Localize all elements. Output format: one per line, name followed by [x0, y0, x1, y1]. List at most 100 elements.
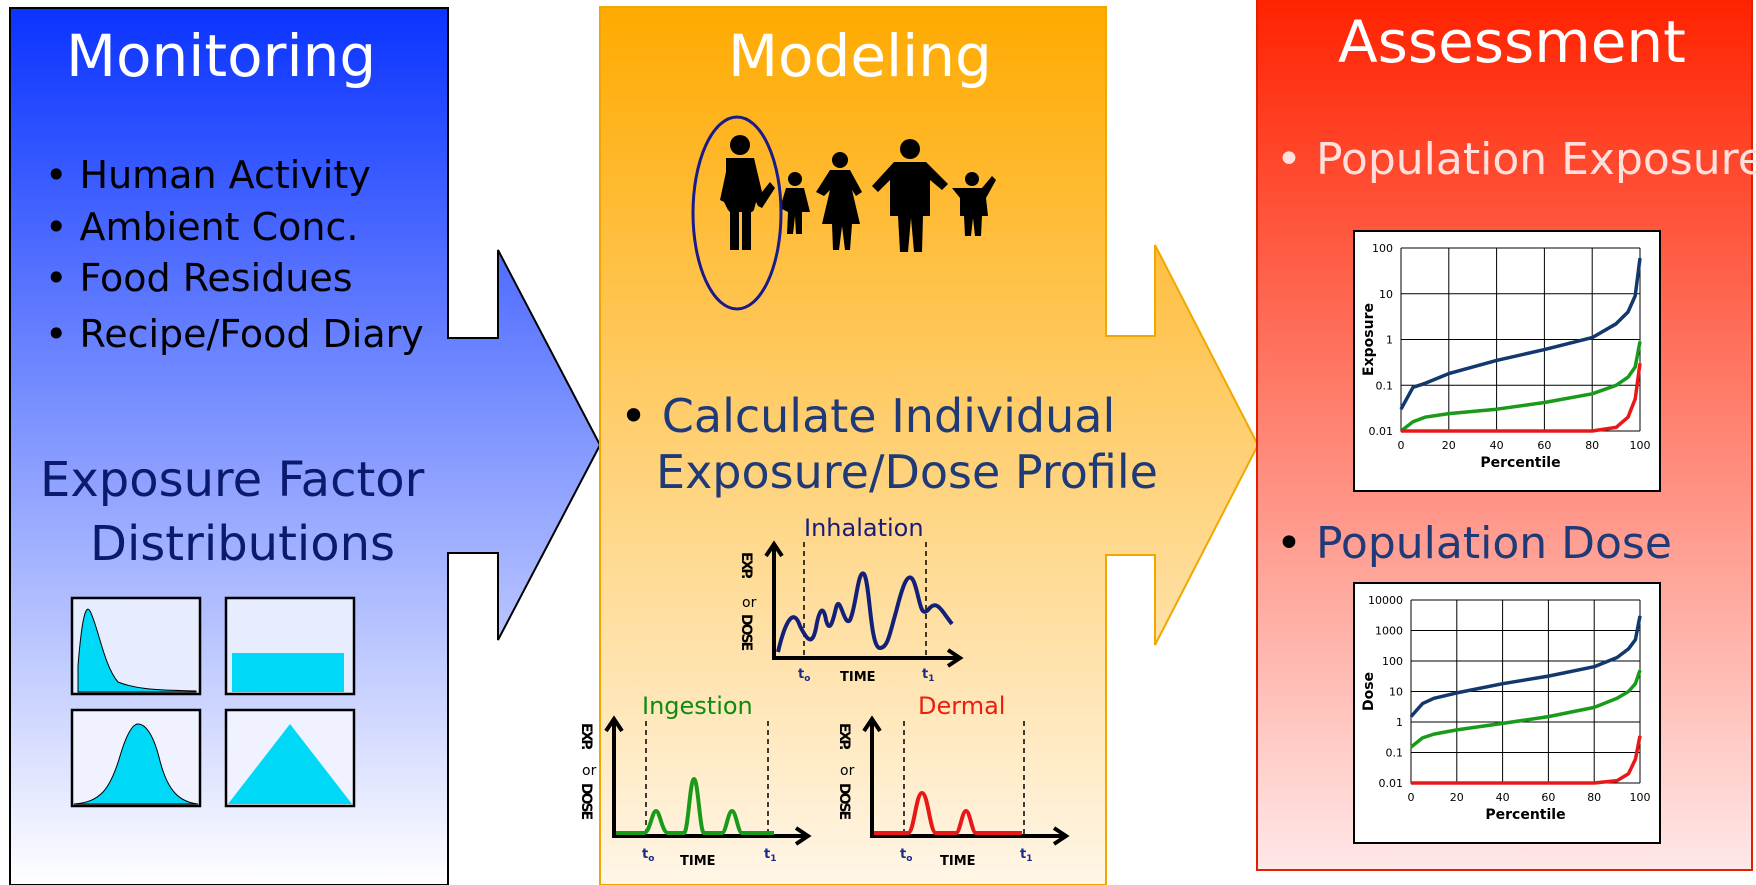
ingestion-profile-graph: Ingestion EXP. or DOSE to TIME t1 [580, 692, 812, 869]
x-tick-label: 20 [1450, 791, 1464, 804]
x-tick-label: 60 [1541, 791, 1555, 804]
data-point [1639, 615, 1641, 617]
svg-text:TIME: TIME [840, 670, 876, 685]
bullet-dot: • [45, 312, 80, 356]
y-tick-label: 100 [1372, 242, 1393, 255]
inhalation-profile-graph: Inhalation EXP. or DOSE to TIME t1 [740, 514, 964, 685]
bullet-text-line1: Calculate Individual [661, 389, 1116, 443]
data-point [1591, 393, 1593, 395]
data-point [1421, 737, 1424, 739]
bullet-text: Food Residues [79, 256, 353, 300]
y-tick-label: 10000 [1368, 594, 1403, 607]
svg-text:TIME: TIME [940, 854, 976, 869]
data-point [1616, 697, 1618, 700]
y-axis-label: EXP. or DOSE [740, 552, 757, 651]
y-tick-label: 10 [1379, 288, 1393, 301]
data-point [1627, 416, 1629, 419]
bullet-text: Recipe/Food Diary [79, 312, 424, 356]
svg-text:or: or [742, 595, 757, 611]
data-point [1593, 706, 1595, 709]
y-tick-label: 100 [1382, 655, 1403, 668]
distribution-triangular [224, 708, 356, 808]
chart-frame [1353, 582, 1661, 844]
data-point [1634, 758, 1637, 761]
assessment-title: Assessment [1338, 8, 1686, 76]
bullet-dot: • [1276, 134, 1316, 185]
svg-text:EXP.: EXP. [740, 552, 754, 578]
time-axis-labels: to TIME t1 [900, 847, 1032, 869]
data-point [1593, 665, 1595, 668]
svg-text:to: to [900, 847, 912, 864]
svg-text:DOSE: DOSE [740, 614, 754, 651]
data-point [1448, 430, 1450, 432]
bullet-dot: • [620, 389, 662, 443]
data-point [1627, 690, 1630, 693]
x-tick-label: 0 [1398, 439, 1405, 452]
bullet-text: Population Exposure [1315, 134, 1756, 185]
x-axis-label: Percentile [1485, 807, 1565, 823]
assessment-bullet-1: • Population Exposure [1276, 134, 1756, 185]
svg-text:EXP.: EXP. [838, 723, 852, 749]
data-point [1547, 782, 1550, 784]
data-point [1412, 420, 1414, 423]
dermal-profile-graph: Dermal EXP. or DOSE to TIME t1 [838, 692, 1070, 869]
data-point [1424, 430, 1426, 432]
data-point [1615, 323, 1617, 325]
monitoring-bullet-3: • Food Residues [45, 256, 353, 300]
bullet-text: Population Dose [1315, 518, 1672, 569]
svg-text:or: or [840, 763, 855, 779]
data-point [1639, 340, 1641, 343]
svg-text:t1: t1 [764, 847, 776, 864]
svg-text:TIME: TIME [680, 854, 716, 869]
data-point [1456, 692, 1458, 694]
svg-text:t1: t1 [1020, 847, 1032, 864]
data-point [1501, 722, 1504, 725]
data-point [1501, 682, 1504, 685]
data-point [1639, 257, 1641, 259]
x-axis-label: Percentile [1480, 455, 1560, 471]
time-axis-labels: to TIME t1 [798, 667, 934, 685]
data-point [1421, 702, 1424, 705]
data-point [1495, 359, 1498, 362]
data-point [1593, 782, 1595, 784]
bullet-dot: • [45, 153, 80, 197]
monitoring-bullet-4: • Recipe/Food Diary [45, 312, 424, 356]
modeling-bullet-line2: Exposure/Dose Profile [656, 445, 1158, 499]
svg-text:t1: t1 [922, 667, 934, 684]
bullet-text: Human Activity [79, 153, 371, 197]
data-point [1616, 656, 1618, 659]
y-tick-label: 0.1 [1386, 747, 1404, 760]
data-point [1410, 746, 1412, 748]
y-axis-label: EXP. or DOSE [838, 723, 855, 820]
y-tick-label: 0.1 [1376, 379, 1394, 392]
monitoring-bullet-2: • Ambient Conc. [45, 205, 358, 249]
bullet-dot: • [45, 256, 80, 300]
assessment-bullet-2: • Population Dose [1276, 518, 1672, 569]
svg-text:DOSE: DOSE [580, 783, 594, 820]
family-silhouette-icon [691, 115, 996, 311]
data-point [1634, 682, 1637, 685]
data-point [1639, 362, 1641, 365]
y-tick-label: 10 [1389, 686, 1403, 699]
chart-frame [1353, 230, 1661, 492]
data-point [1433, 733, 1435, 735]
data-point [1501, 782, 1504, 784]
svg-text:or: or [582, 763, 597, 779]
data-point [1410, 782, 1412, 784]
distribution-uniform [224, 596, 356, 696]
distribution-thumbnails [70, 596, 356, 808]
data-point [1634, 366, 1637, 368]
svg-text:DOSE: DOSE [838, 783, 852, 820]
data-point [1495, 408, 1498, 410]
dermal-label: Dermal [918, 692, 1005, 720]
data-point [1495, 430, 1498, 432]
svg-text:to: to [798, 667, 810, 684]
x-tick-label: 60 [1537, 439, 1551, 452]
y-tick-label: 0.01 [1379, 777, 1404, 790]
data-point [1615, 426, 1617, 429]
population-dose-chart: 10000 1000 100 10 1 0.1 0.01 0 20 40 60 80 100 Percen… [1353, 582, 1661, 844]
y-axis-label: Dose [1361, 672, 1377, 711]
data-point [1424, 416, 1426, 419]
modeling-title: Modeling [728, 22, 992, 90]
data-point [1410, 715, 1412, 718]
